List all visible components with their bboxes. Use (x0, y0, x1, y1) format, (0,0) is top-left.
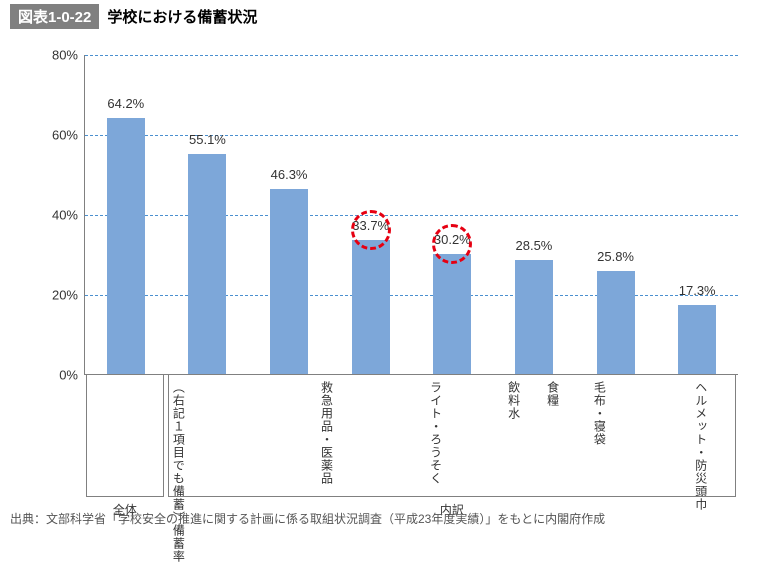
bar: 30.2% (433, 254, 471, 374)
bar-slot: 55.1% (167, 55, 249, 374)
bar-value-label: 64.2% (107, 96, 145, 111)
group-bracket-breakdown (168, 375, 736, 497)
source-note: 出典：文部科学省「学校安全の推進に関する計画に係る取組状況調査（平成23年度実績… (10, 510, 605, 527)
bar: 25.8% (597, 271, 635, 374)
figure-title: 学校における備蓄状況 (107, 6, 257, 27)
highlight-circle (432, 224, 472, 264)
xlabel-slot: その他 (770, 375, 780, 563)
ytick-label: 80% (52, 48, 78, 63)
bar-value-label: 28.5% (515, 238, 553, 253)
bar-slot: 25.8% (575, 55, 657, 374)
bars: 64.2% 55.1% 46.3% 33.7% 30.2% 28.5% 25.8% 17.3% (85, 55, 738, 374)
highlight-circle (351, 210, 391, 250)
figure-header: 図表1-0-22 学校における備蓄状況 (0, 0, 780, 29)
ytick-label: 20% (52, 288, 78, 303)
bar-value-label: 55.1% (188, 132, 226, 147)
bar: 46.3% (270, 189, 308, 374)
bar-slot: 28.5% (493, 55, 575, 374)
bar: 28.5% (515, 260, 553, 374)
bar-value-label: 46.3% (270, 167, 308, 182)
plot-area: 64.2% 55.1% 46.3% 33.7% 30.2% 28.5% 25.8% 17.3% (84, 55, 738, 375)
ytick-label: 60% (52, 128, 78, 143)
figure-tag: 図表1-0-22 (10, 4, 99, 29)
bar-slot: 64.2% (85, 55, 167, 374)
bar: 55.1% (188, 154, 226, 374)
bar: 33.7% (352, 240, 390, 374)
bar-value-label: 25.8% (597, 249, 635, 264)
bar-slot: 33.7% (330, 55, 412, 374)
chart-container: 0% 20% 40% 60% 80% 64.2% 55.1% 46.3% 33.7% 30.2%… (42, 39, 738, 449)
ytick-label: 40% (52, 208, 78, 223)
bar-slot: 17.3% (656, 55, 738, 374)
ytick-labels: 0%20%40%60%80% (42, 55, 84, 375)
bar: 17.3% (678, 305, 716, 374)
bar-slot: 46.3% (248, 55, 330, 374)
bar-slot: 30.2% (412, 55, 494, 374)
bar-value-label: 17.3% (678, 283, 716, 298)
group-bracket-overall (86, 375, 164, 497)
ytick-label: 0% (59, 368, 78, 383)
bar: 64.2% (107, 118, 145, 374)
